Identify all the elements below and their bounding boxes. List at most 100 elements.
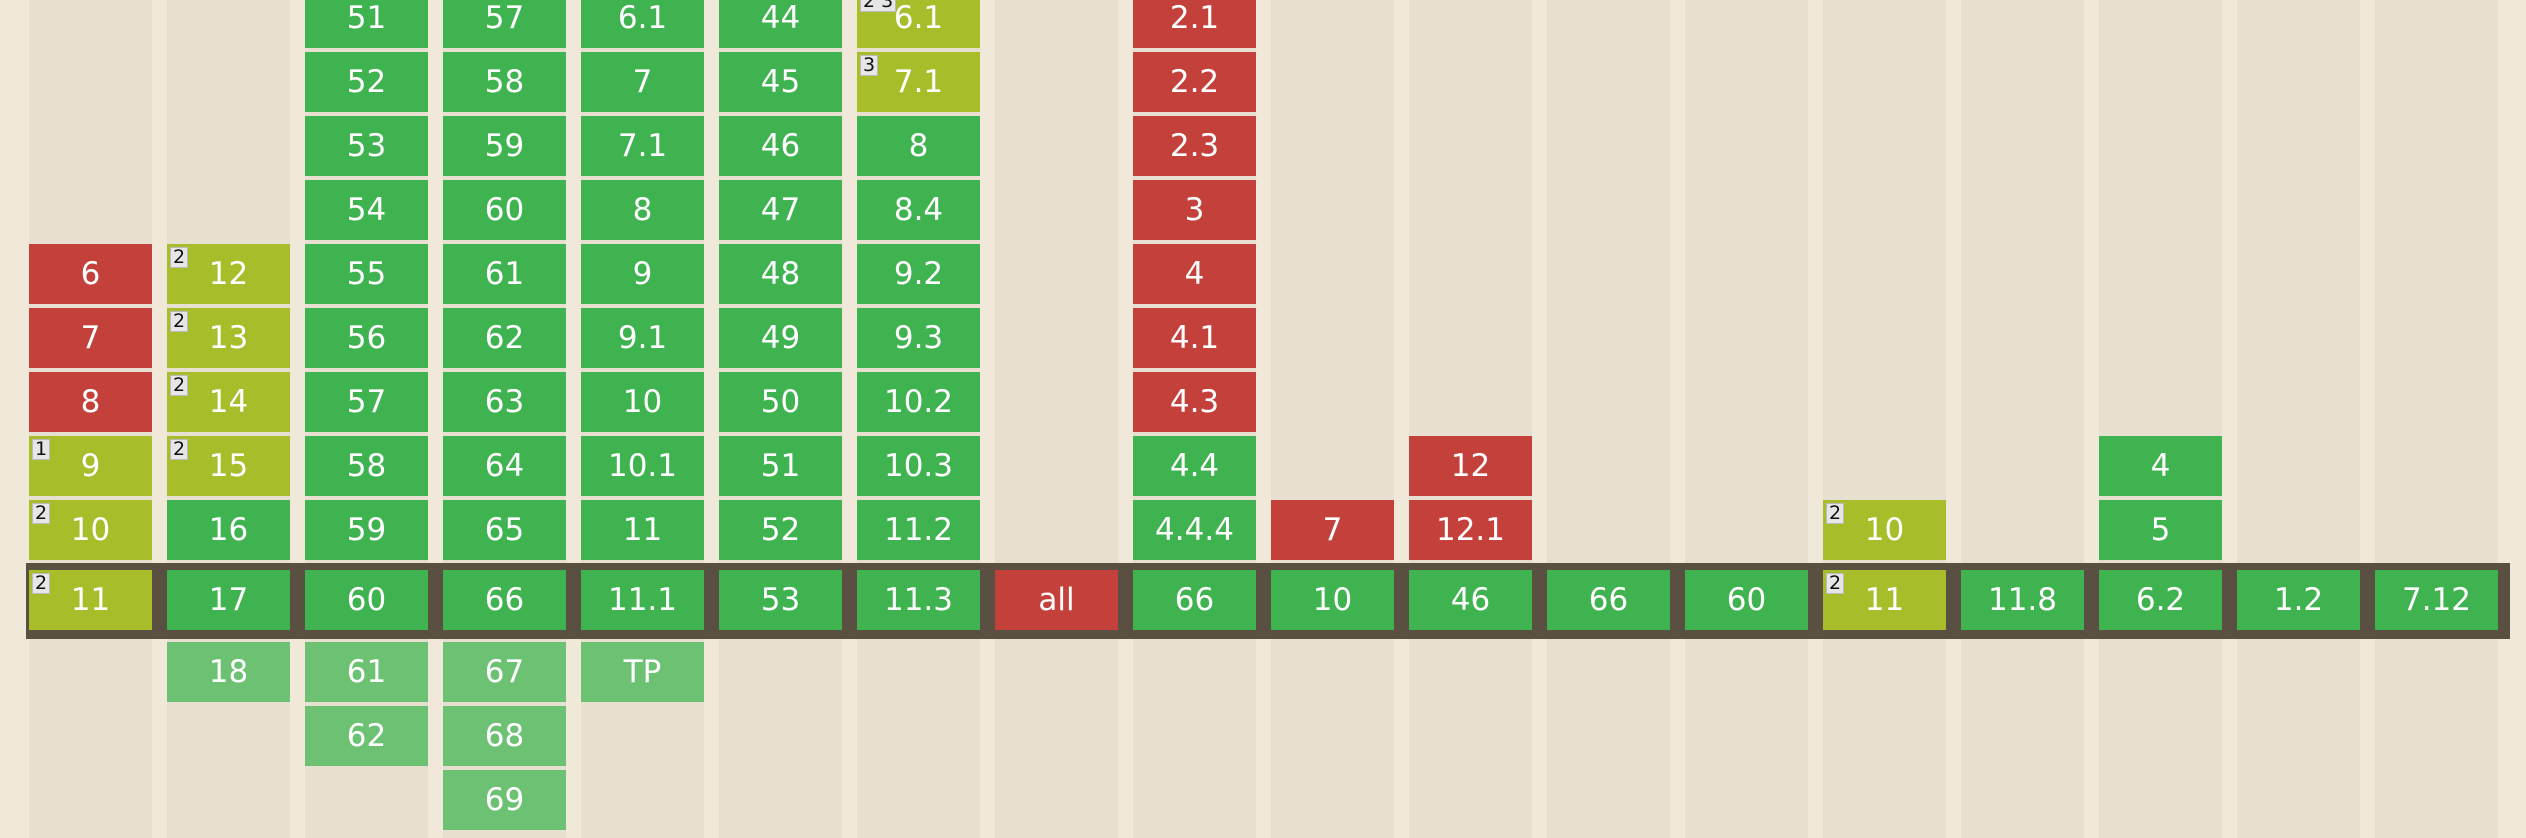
- current-version-cell[interactable]: 11.3: [857, 570, 980, 630]
- version-cell[interactable]: 59: [305, 500, 428, 560]
- future-version-cell[interactable]: 69: [443, 770, 566, 830]
- version-cell[interactable]: 7.1: [581, 116, 704, 176]
- version-cell[interactable]: 53: [305, 116, 428, 176]
- version-cell[interactable]: 7: [1271, 500, 1394, 560]
- current-version-cell[interactable]: 60: [305, 570, 428, 630]
- version-cell[interactable]: 2.2: [1133, 52, 1256, 112]
- version-cell[interactable]: 54: [305, 180, 428, 240]
- version-cell[interactable]: 49: [719, 308, 842, 368]
- current-version-cell[interactable]: 11 2: [29, 570, 152, 630]
- version-cell[interactable]: 57: [443, 0, 566, 48]
- current-version-cell[interactable]: all: [995, 570, 1118, 630]
- version-cell[interactable]: 45: [719, 52, 842, 112]
- future-version-cell[interactable]: 67: [443, 642, 566, 702]
- version-cell[interactable]: 8.4: [857, 180, 980, 240]
- version-cell[interactable]: 57: [305, 372, 428, 432]
- future-version-cell[interactable]: 68: [443, 706, 566, 766]
- version-cell[interactable]: 59: [443, 116, 566, 176]
- future-version-cell[interactable]: TP: [581, 642, 704, 702]
- version-cell[interactable]: 9: [581, 244, 704, 304]
- current-version-cell[interactable]: 11 2: [1823, 570, 1946, 630]
- browser-column: [1271, 0, 1394, 838]
- version-cell[interactable]: 4.1: [1133, 308, 1256, 368]
- current-version-cell[interactable]: 53: [719, 570, 842, 630]
- version-label: 6: [80, 256, 101, 292]
- version-cell[interactable]: 12 2: [167, 244, 290, 304]
- version-cell[interactable]: 47: [719, 180, 842, 240]
- version-label: 11.2: [883, 512, 954, 548]
- version-cell[interactable]: 14 2: [167, 372, 290, 432]
- version-cell[interactable]: 7: [581, 52, 704, 112]
- version-cell[interactable]: 62: [443, 308, 566, 368]
- version-cell[interactable]: 16: [167, 500, 290, 560]
- version-cell[interactable]: 8: [857, 116, 980, 176]
- version-cell[interactable]: 51: [305, 0, 428, 48]
- version-cell[interactable]: 6.1: [581, 0, 704, 48]
- version-cell[interactable]: 58: [305, 436, 428, 496]
- current-version-cell[interactable]: 1.2: [2237, 570, 2360, 630]
- current-version-cell[interactable]: 46: [1409, 570, 1532, 630]
- version-cell[interactable]: 15 2: [167, 436, 290, 496]
- current-version-cell[interactable]: 66: [1547, 570, 1670, 630]
- version-label: 15: [208, 448, 249, 484]
- version-cell[interactable]: 5: [2099, 500, 2222, 560]
- version-cell[interactable]: 64: [443, 436, 566, 496]
- current-version-cell[interactable]: 7.12: [2375, 570, 2498, 630]
- future-version-cell[interactable]: 62: [305, 706, 428, 766]
- version-cell[interactable]: 52: [719, 500, 842, 560]
- future-version-cell[interactable]: 18: [167, 642, 290, 702]
- version-cell[interactable]: 3: [1133, 180, 1256, 240]
- current-version-cell[interactable]: 60: [1685, 570, 1808, 630]
- current-version-cell[interactable]: 66: [1133, 570, 1256, 630]
- version-cell[interactable]: 6: [29, 244, 152, 304]
- current-version-cell[interactable]: 11.8: [1961, 570, 2084, 630]
- version-cell[interactable]: 10.2: [857, 372, 980, 432]
- version-cell[interactable]: 58: [443, 52, 566, 112]
- version-cell[interactable]: 46: [719, 116, 842, 176]
- version-cell[interactable]: 12: [1409, 436, 1532, 496]
- version-cell[interactable]: 65: [443, 500, 566, 560]
- version-cell[interactable]: 56: [305, 308, 428, 368]
- version-cell[interactable]: 44: [719, 0, 842, 48]
- version-cell[interactable]: 4.4.4: [1133, 500, 1256, 560]
- version-cell[interactable]: 10: [581, 372, 704, 432]
- version-cell[interactable]: 4.3: [1133, 372, 1256, 432]
- version-cell[interactable]: 11: [581, 500, 704, 560]
- version-cell[interactable]: 50: [719, 372, 842, 432]
- version-cell[interactable]: 10.1: [581, 436, 704, 496]
- version-cell[interactable]: 6.1 2 3: [857, 0, 980, 48]
- version-cell[interactable]: 4.4: [1133, 436, 1256, 496]
- version-cell[interactable]: 10 2: [29, 500, 152, 560]
- current-version-cell[interactable]: 17: [167, 570, 290, 630]
- version-cell[interactable]: 48: [719, 244, 842, 304]
- version-cell[interactable]: 10.3: [857, 436, 980, 496]
- version-cell[interactable]: 7.1 3: [857, 52, 980, 112]
- version-cell[interactable]: 9.1: [581, 308, 704, 368]
- version-cell[interactable]: 60: [443, 180, 566, 240]
- current-version-cell[interactable]: 66: [443, 570, 566, 630]
- version-cell[interactable]: 2.3: [1133, 116, 1256, 176]
- version-cell[interactable]: 13 2: [167, 308, 290, 368]
- version-cell[interactable]: 52: [305, 52, 428, 112]
- version-cell[interactable]: 4: [2099, 436, 2222, 496]
- current-version-cell[interactable]: 6.2: [2099, 570, 2222, 630]
- version-cell[interactable]: 55: [305, 244, 428, 304]
- version-cell[interactable]: 9.3: [857, 308, 980, 368]
- version-cell[interactable]: 4: [1133, 244, 1256, 304]
- version-cell[interactable]: 63: [443, 372, 566, 432]
- current-version-cell[interactable]: 10: [1271, 570, 1394, 630]
- future-version-cell[interactable]: 61: [305, 642, 428, 702]
- current-version-cell[interactable]: 11.1: [581, 570, 704, 630]
- version-cell[interactable]: 11.2: [857, 500, 980, 560]
- version-cell[interactable]: 12.1: [1409, 500, 1532, 560]
- version-cell[interactable]: 8: [29, 372, 152, 432]
- version-cell[interactable]: 2.1: [1133, 0, 1256, 48]
- version-cell[interactable]: 51: [719, 436, 842, 496]
- version-cell[interactable]: 8: [581, 180, 704, 240]
- version-cell[interactable]: 10 2: [1823, 500, 1946, 560]
- version-cell[interactable]: 7: [29, 308, 152, 368]
- version-cell[interactable]: 61: [443, 244, 566, 304]
- version-label: 46: [760, 128, 801, 164]
- version-cell[interactable]: 9.2: [857, 244, 980, 304]
